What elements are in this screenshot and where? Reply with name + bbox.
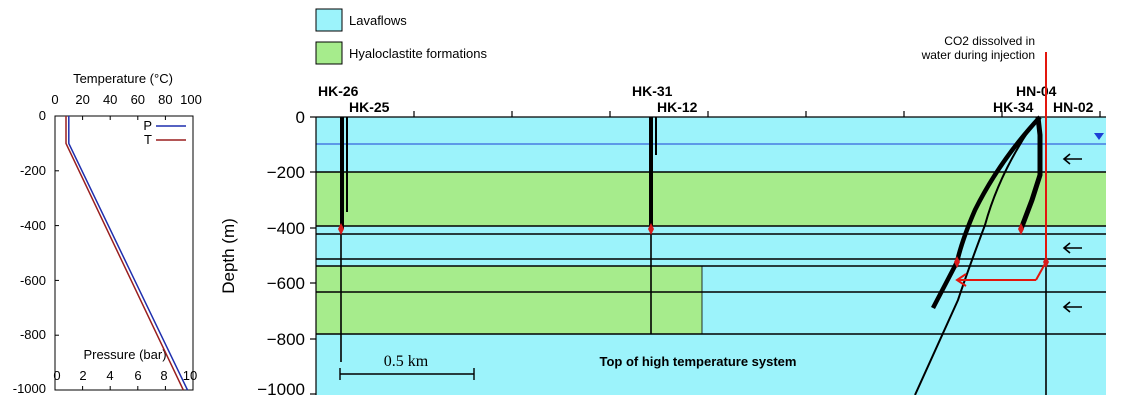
well-label-hk26: HK-26 — [318, 83, 359, 99]
y-tick: −800 — [267, 330, 305, 349]
bottom-tick: 0 — [53, 368, 60, 383]
y-tick: −400 — [267, 219, 305, 238]
pt-plot-frame — [54, 115, 194, 391]
injection-note-line2: water during injection — [921, 48, 1035, 62]
bottom-tick: 2 — [79, 368, 86, 383]
main-axis — [310, 111, 1106, 395]
legend-lava-swatch — [315, 8, 343, 32]
pt-tick-marks — [55, 116, 166, 390]
hyaloclastite-layer-2 — [316, 266, 702, 334]
pt-plot: Temperature (°C) 0 20 40 60 80 100 0 -20… — [13, 71, 202, 395]
legend-t-label: T — [144, 132, 152, 147]
feed-point-marker — [954, 256, 960, 268]
feed-point-marker — [648, 223, 654, 235]
feed-point-marker — [1043, 256, 1049, 268]
top-tick: 20 — [75, 92, 89, 107]
depth-axis-title: Depth (m) — [219, 218, 238, 294]
top-tick: 60 — [131, 92, 145, 107]
pressure-axis-title: Pressure (bar) — [83, 347, 166, 362]
bottom-tick: 8 — [160, 368, 167, 383]
pt-y-ticks: 0 -200 -400 -600 -800 -1000 — [13, 108, 46, 395]
injection-path — [955, 52, 1047, 287]
top-ticks: 0 20 40 60 80 100 — [51, 92, 201, 107]
bottom-tick: 4 — [106, 368, 113, 383]
well-label-hk31: HK-31 — [632, 83, 673, 99]
pressure-line — [68, 116, 189, 391]
y-tick: −600 — [267, 274, 305, 293]
scale-label: 0.5 km — [384, 353, 429, 370]
y-tick: -1000 — [13, 381, 46, 395]
legend-hyalo-label: Hyaloclastite formations — [349, 46, 487, 61]
legend-lava-label: Lavaflows — [349, 13, 407, 28]
injection-note-line1: CO2 dissolved in — [944, 34, 1035, 48]
layer-boundaries — [316, 171, 1106, 335]
legend-p-label: P — [143, 118, 152, 133]
y-tick: -200 — [20, 163, 46, 178]
well-label-hk12: HK-12 — [657, 99, 698, 115]
flow-arrow-left-icon — [1062, 301, 1082, 313]
legend-hyalo-swatch — [315, 41, 343, 65]
high-temperature-label: Top of high temperature system — [600, 354, 797, 369]
bottom-ticks: 0 2 4 6 8 10 — [53, 368, 197, 383]
well-label-hn04: HN-04 — [1016, 83, 1057, 99]
well-label-hk34: HK-34 — [993, 99, 1034, 115]
scale-bar — [339, 368, 475, 380]
flow-arrow-left-icon — [1062, 242, 1082, 254]
bottom-tick: 6 — [134, 368, 141, 383]
well-label-hn02: HN-02 — [1053, 99, 1094, 115]
y-tick: −200 — [267, 163, 305, 182]
injection-arrow-icon — [955, 273, 967, 287]
top-tick: 80 — [158, 92, 172, 107]
feed-point-marker — [1018, 223, 1024, 235]
water-table-icon — [1094, 133, 1104, 140]
bottom-tick: 10 — [183, 368, 197, 383]
flow-arrows — [1062, 153, 1082, 313]
well-hk34 — [931, 115, 1042, 310]
y-tick: -800 — [20, 327, 46, 342]
feed-point-marker — [338, 223, 344, 235]
flow-arrow-left-icon — [1062, 153, 1082, 165]
cross-section: Lavaflows Hyaloclastite formations CO2 d… — [219, 8, 1106, 395]
y-tick: -400 — [20, 218, 46, 233]
top-tick: 40 — [103, 92, 117, 107]
temperature-line — [65, 116, 184, 391]
y-tick: −1000 — [257, 380, 305, 395]
feed-points — [338, 223, 1049, 268]
y-tick: 0 — [39, 108, 46, 123]
temperature-axis-title: Temperature (°C) — [73, 71, 173, 86]
well-hn04-curve — [1018, 116, 1043, 230]
well-label-hk25: HK-25 — [349, 99, 390, 115]
y-tick: -600 — [20, 273, 46, 288]
y-tick: 0 — [296, 108, 305, 127]
top-tick: 0 — [51, 92, 58, 107]
main-y-ticks: 0 −200 −400 −600 −800 −1000 — [257, 108, 305, 395]
top-tick: 100 — [180, 92, 202, 107]
